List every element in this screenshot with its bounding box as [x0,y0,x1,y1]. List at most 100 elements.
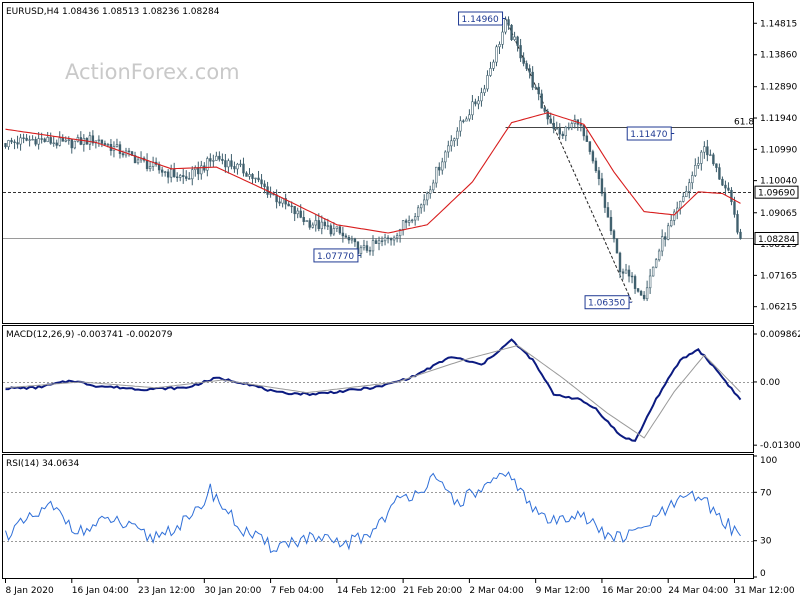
candle [543,106,546,114]
candle-body [531,71,534,88]
candle [290,201,293,214]
price-tick-label: 1.09065 [760,209,797,219]
candle-body [389,238,393,241]
candle [46,131,49,143]
candle [362,239,366,251]
candle-body [618,252,622,273]
candle [407,215,411,227]
time-tick-label: 7 Feb 04:00 [271,586,325,596]
candle-body [597,170,601,180]
candle [347,235,351,244]
candle-body [218,155,221,160]
candle [31,135,34,141]
candle-body [227,160,230,168]
candle [480,87,483,107]
candle [645,280,649,302]
candle-body [16,142,19,145]
macd-signal-line [5,344,741,439]
axis-price-box-label: 1.08284 [758,235,795,245]
candle-body [28,139,31,141]
candle-body [320,221,323,229]
candle [570,121,574,131]
candle-body [344,235,348,238]
candle-body [4,143,7,148]
candle-body [663,236,667,240]
candle-body [486,75,489,90]
candle-body [257,177,260,181]
candle [329,223,333,237]
candle-body [248,174,251,177]
candle [239,159,242,168]
callout-label: 1.11470 [630,130,667,140]
candle-body [278,201,281,204]
candle-body [426,193,429,201]
candle-body [700,151,703,164]
time-tick-label: 16 Mar 20:00 [602,586,662,596]
candle-body [603,193,607,208]
price-tick-label: 1.10990 [760,145,797,155]
candle-body [471,101,474,116]
candle-body [347,237,351,241]
candle-body [73,140,76,149]
candle [642,291,646,301]
candle-body [537,86,540,95]
rsi-tick-label: 0 [760,569,766,579]
macd-tick-label: 0.009862 [760,330,800,340]
candle-body [682,196,685,202]
rsi-axis: 100 70 30 0 [753,455,777,579]
candle [374,238,378,244]
candle [127,147,131,157]
candle [392,235,396,246]
macd-tick-label: -0.013002 [760,441,800,451]
candle-body [368,250,372,252]
candle [103,140,107,146]
candle [666,222,670,241]
time-tick-label: 30 Jan 20:00 [204,586,261,596]
candle-body [697,163,700,166]
candle-body [639,291,643,296]
candle [694,158,697,177]
candle-body [185,176,188,179]
candle [221,153,224,165]
candle-body [212,160,215,162]
candle-body [519,45,522,59]
candle [308,218,311,230]
candle-body [103,143,107,145]
candle [603,187,607,213]
candle [419,203,423,214]
candle-body [525,63,528,69]
candle-body [413,216,417,221]
time-tick-label: 8 Jan 2020 [6,586,54,596]
time-tick-label: 21 Feb 20:00 [403,586,462,596]
candle [145,153,149,172]
candle [618,251,622,279]
candle [588,141,592,155]
candle [76,134,80,143]
candle-body [106,144,110,146]
candle [398,228,402,243]
candle-body [88,135,92,145]
callout-label: 1.14960 [462,15,499,25]
candle [49,132,52,145]
candle [185,170,188,182]
candle [163,170,167,177]
price-tick-label: 1.12890 [760,83,797,93]
candle-body [706,146,709,156]
candle [435,166,438,188]
callout-box [458,11,504,26]
price-axis: 1.14815 1.13860 1.12890 1.11940 1.10990 1.100… [753,19,799,313]
candle [386,235,390,244]
candle-body [540,93,543,109]
candle-body [407,220,411,223]
rsi-tick-label: 100 [760,456,777,466]
candle-body [703,146,706,153]
candle [706,139,709,162]
candle [486,70,489,92]
candle-body [31,139,34,141]
candle-body [362,245,366,249]
candle-body [404,220,408,223]
candle-body [561,133,564,137]
candle-body [435,166,438,184]
candle-body [323,221,327,227]
price-candles [4,16,742,302]
